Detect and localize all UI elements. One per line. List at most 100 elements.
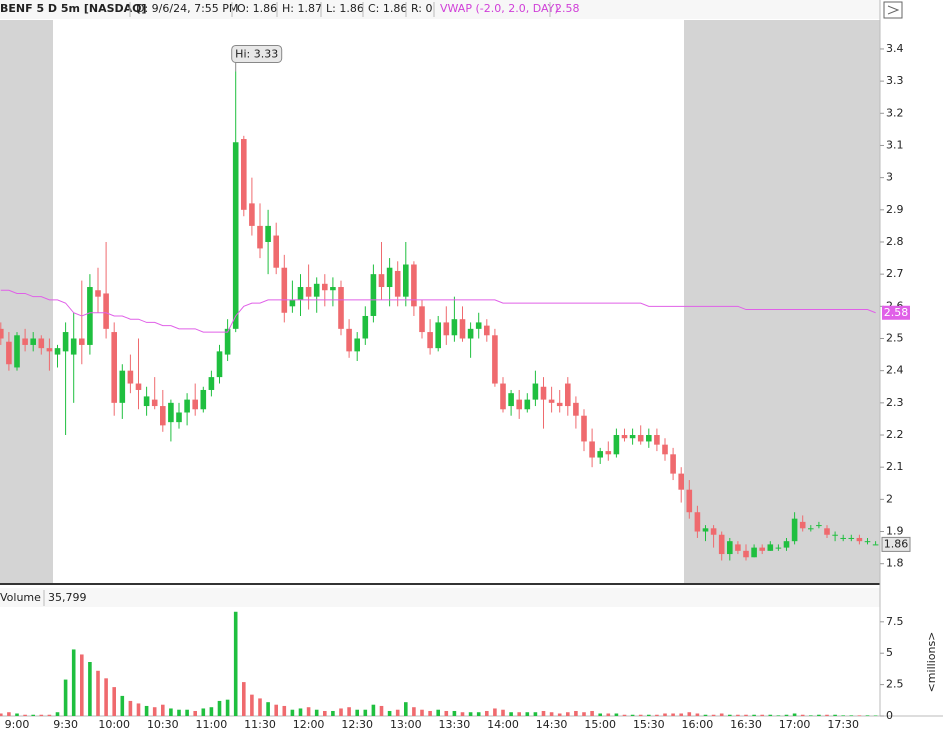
candle-body xyxy=(62,332,69,352)
volume-bar xyxy=(647,714,651,716)
volume-bar xyxy=(193,710,197,716)
y-tick-label: 2.9 xyxy=(886,203,904,216)
volume-bar xyxy=(557,713,562,716)
volume-bar xyxy=(306,707,311,716)
volume-bar xyxy=(566,712,570,716)
volume-bar xyxy=(177,709,181,716)
candle-body xyxy=(370,274,377,316)
volume-bar xyxy=(144,705,149,716)
volume-bar xyxy=(169,708,173,716)
candle-body xyxy=(313,283,320,297)
volume-bar xyxy=(96,670,100,716)
candle-body xyxy=(791,518,798,542)
y-tick-label: 2.5 xyxy=(886,331,904,344)
x-tick-label: 9:30 xyxy=(53,718,78,731)
volume-bar xyxy=(209,707,214,716)
volume-bar xyxy=(517,712,521,716)
candle-body xyxy=(297,287,304,300)
x-tick-label: 16:00 xyxy=(682,718,714,731)
volume-bar xyxy=(217,700,222,716)
volume-bar xyxy=(728,714,732,716)
volume-tick-label: 2.5 xyxy=(886,678,904,691)
volume-bar xyxy=(493,708,497,716)
volume-bar xyxy=(630,714,635,716)
candle-body xyxy=(200,389,207,410)
candle-body xyxy=(605,451,612,455)
candle-body xyxy=(443,322,450,336)
volume-bar xyxy=(379,705,384,716)
candle-body xyxy=(743,550,749,558)
volume-bar xyxy=(274,704,278,716)
volume-bar xyxy=(679,713,683,716)
y-tick-label: 1.8 xyxy=(886,557,904,570)
volume-bar xyxy=(436,709,440,716)
volume-bar xyxy=(152,707,157,716)
candle-body xyxy=(160,406,166,426)
candle-body xyxy=(686,489,693,513)
candle-body xyxy=(589,441,595,458)
volume-bar xyxy=(387,710,392,716)
volume-bar xyxy=(541,710,546,716)
candle-body xyxy=(394,270,401,297)
candle-body xyxy=(119,370,126,403)
volume-bar xyxy=(711,714,716,716)
volume-bar xyxy=(395,709,400,716)
candle-body xyxy=(176,412,182,423)
volume-bar xyxy=(39,714,44,716)
volume-bar xyxy=(768,714,773,716)
candle-body xyxy=(662,444,668,455)
x-tick-label: 10:30 xyxy=(147,718,179,731)
candle-body xyxy=(613,435,620,455)
candle-body xyxy=(735,544,741,551)
candle-body xyxy=(524,399,531,410)
candle-body xyxy=(629,435,636,439)
premarket-shade xyxy=(0,20,53,583)
volume-bar xyxy=(233,611,238,716)
y-tick-label: 2.3 xyxy=(886,396,904,409)
volume-title: Volume xyxy=(0,591,41,604)
volume-bar xyxy=(744,714,748,716)
candle-body xyxy=(678,473,684,490)
volume-header-bar xyxy=(0,588,880,607)
candle-body xyxy=(281,267,288,313)
candle-body xyxy=(427,332,433,349)
candle-body xyxy=(532,383,539,400)
volume-bar xyxy=(88,662,92,716)
volume-bar xyxy=(371,704,376,716)
x-tick-label: 16:30 xyxy=(730,718,762,731)
volume-bar xyxy=(509,712,513,716)
volume-bar xyxy=(582,712,586,716)
candle-body xyxy=(216,351,223,378)
volume-bar xyxy=(817,714,821,716)
volume-bar xyxy=(282,705,287,716)
candle-body xyxy=(305,287,312,297)
candle-body xyxy=(0,328,4,339)
volume-bar xyxy=(719,713,724,716)
volume-bar xyxy=(533,712,538,716)
candle-body xyxy=(516,399,522,410)
volume-bar xyxy=(355,709,359,716)
volume-bar xyxy=(31,714,35,716)
expand-icon[interactable] xyxy=(883,1,903,19)
candle-body xyxy=(103,293,109,329)
volume-bar xyxy=(784,714,789,716)
y-tick-label: 3.1 xyxy=(886,138,904,151)
candle-body xyxy=(548,399,555,403)
candle-body xyxy=(232,142,239,329)
candle-body xyxy=(467,328,474,339)
volume-bar xyxy=(250,694,254,716)
vwap-value: 2.58 xyxy=(555,2,580,15)
vwap-name: VWAP (-2.0, 2.0, DAY) xyxy=(440,2,559,15)
volume-bar xyxy=(873,715,878,716)
candle-body xyxy=(46,348,53,352)
volume-bar xyxy=(614,713,619,716)
y-tick-label: 3.3 xyxy=(886,74,904,87)
volume-bar xyxy=(161,704,165,716)
volume-bar xyxy=(549,712,554,716)
volume-bar xyxy=(7,712,11,716)
volume-axis-label: <millions> xyxy=(925,632,938,693)
candle-body xyxy=(824,528,830,535)
vwap-tag-label: 2.58 xyxy=(884,306,909,319)
header-high: H: 1.87 xyxy=(282,2,322,15)
candle-body xyxy=(451,319,458,336)
